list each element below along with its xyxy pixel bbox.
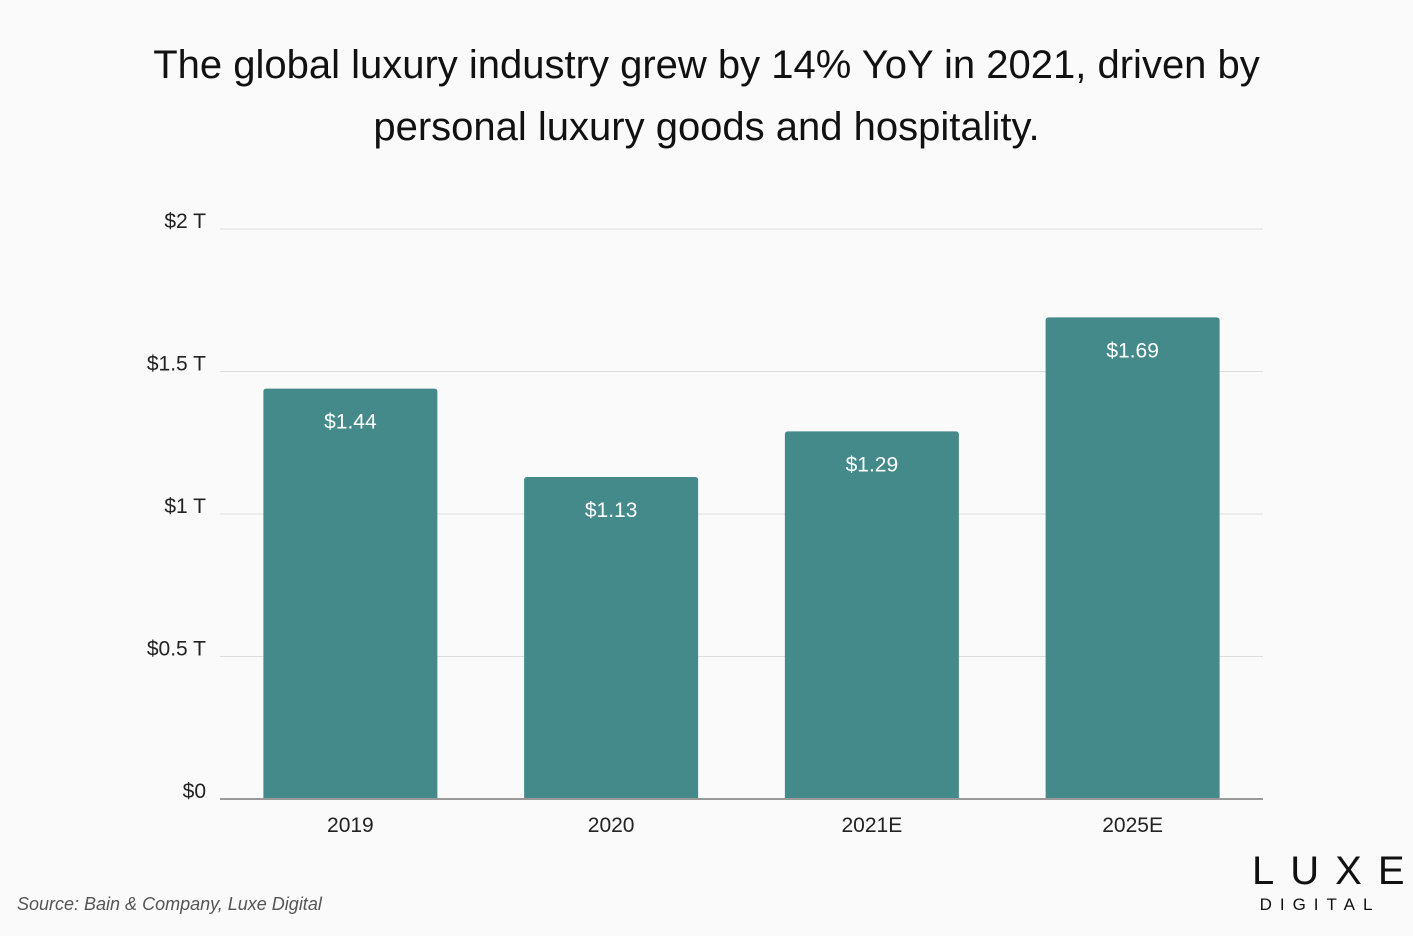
x-tick-label: 2019	[327, 814, 374, 837]
logo-subtitle: DIGITAL	[1259, 895, 1381, 914]
bar	[784, 431, 959, 799]
y-tick-label: $2 T	[164, 210, 206, 233]
x-tick-label: 2021E	[842, 814, 903, 837]
x-tick-label: 2025E	[1102, 814, 1163, 837]
bar-value-label: $1.69	[1106, 339, 1159, 362]
bar-value-label: $1.29	[846, 453, 899, 476]
x-tick-label: 2020	[588, 814, 635, 837]
bar	[524, 476, 699, 799]
y-tick-label: $0.5 T	[147, 638, 206, 661]
bar-value-label: $1.13	[585, 499, 638, 522]
luxe-digital-logo: LUXE DIGITAL	[1236, 848, 1413, 916]
bar	[1045, 317, 1220, 799]
logo-wordmark: LUXE	[1252, 849, 1413, 893]
chart-title: The global luxury industry grew by 14% Y…	[153, 43, 1260, 149]
source-note: Source: Bain & Company, Luxe Digital	[17, 894, 322, 914]
y-tick-label: $1 T	[164, 495, 206, 518]
bar-value-label: $1.44	[324, 411, 377, 434]
bar	[263, 388, 438, 799]
y-tick-label: $0	[183, 780, 206, 803]
y-tick-label: $1.5 T	[147, 353, 206, 376]
